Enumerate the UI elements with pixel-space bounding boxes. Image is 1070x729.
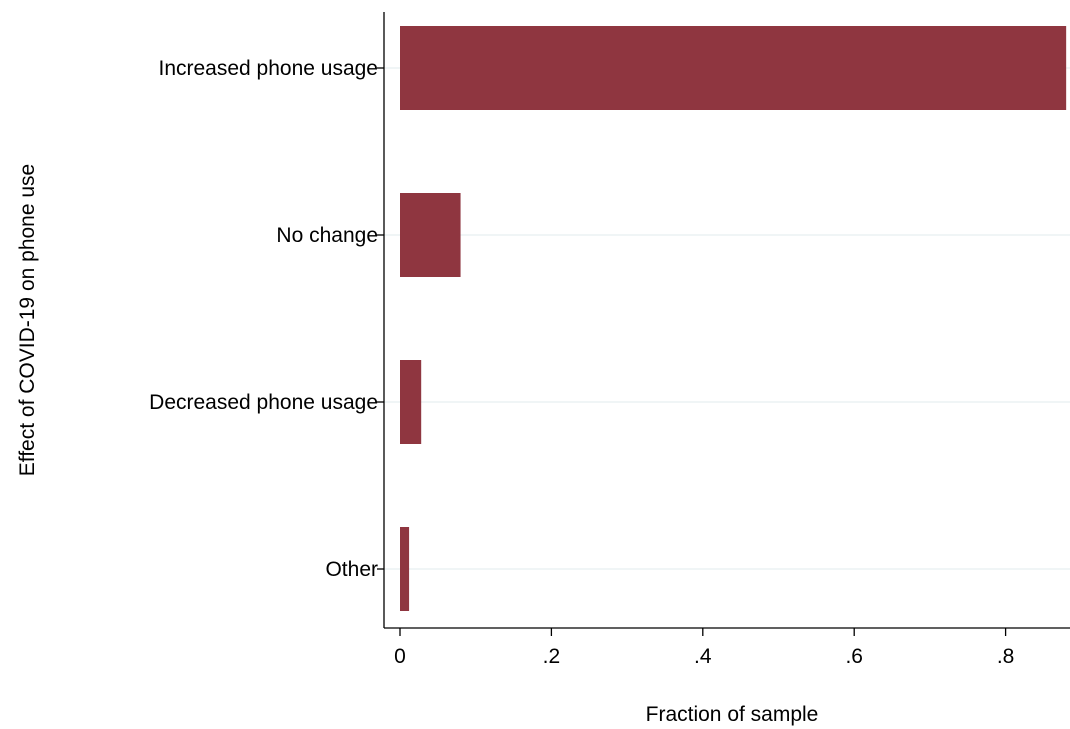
bars	[400, 26, 1067, 611]
bar-decreased-phone-usage	[400, 360, 422, 444]
bar-other	[400, 527, 410, 611]
x-tick-label-4: .8	[997, 645, 1015, 668]
bar-no-change	[400, 193, 461, 277]
x-tick-label-2: .4	[694, 645, 712, 668]
x-tick-label-3: .6	[845, 645, 863, 668]
y-tick-label-decreased-phone-usage: Decreased phone usage	[149, 391, 378, 414]
y-axis-title: Effect of COVID-19 on phone use	[16, 164, 39, 476]
x-tick-label-0: 0	[394, 645, 406, 668]
x-axis-ticks: 0 .2 .4 .6 .8	[394, 628, 1014, 668]
y-axis-ticks: Increased phone usage No change Decreased …	[149, 57, 384, 581]
y-tick-label-no-change: No change	[276, 224, 378, 247]
x-tick-label-1: .2	[543, 645, 561, 668]
gridlines	[384, 67, 1070, 570]
y-tick-label-increased-phone-usage: Increased phone usage	[158, 57, 378, 80]
x-axis-title: Fraction of sample	[646, 703, 819, 726]
bar-increased-phone-usage	[400, 26, 1067, 110]
y-tick-label-other: Other	[325, 558, 378, 581]
